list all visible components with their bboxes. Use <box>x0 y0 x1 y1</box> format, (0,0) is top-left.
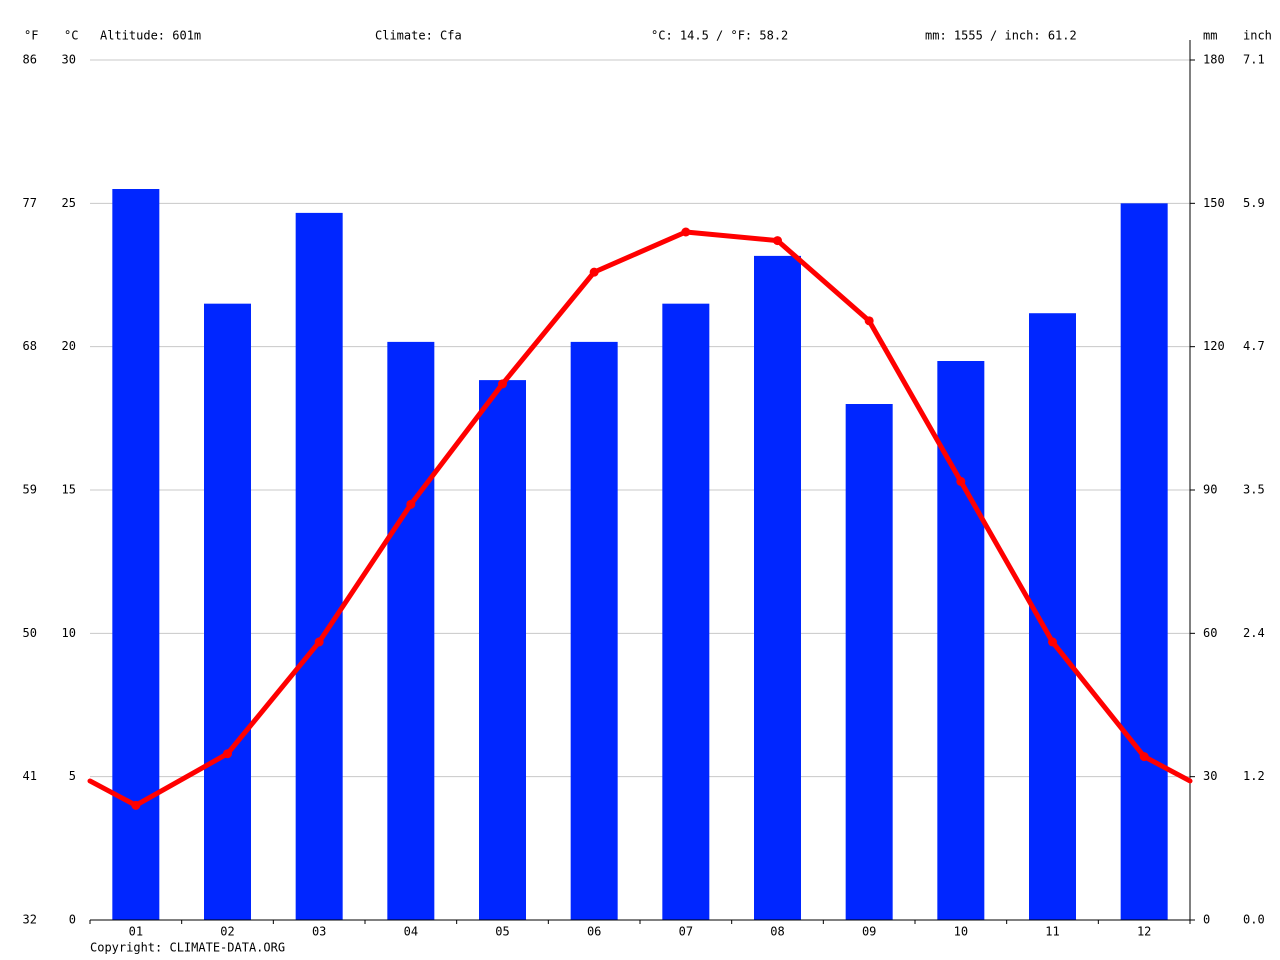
line-wrap <box>87 778 139 808</box>
temperature-point <box>864 316 874 326</box>
line-wrap <box>1141 754 1193 784</box>
bar <box>1120 203 1168 921</box>
y-tick-label: 20 <box>62 339 76 353</box>
y-tick-label: 25 <box>62 196 76 210</box>
temperature-point <box>956 476 966 486</box>
y2-tick-label: 0 <box>1203 913 1210 927</box>
precipitation-summary: mm: 1555 / inch: 61.2 <box>925 29 1077 43</box>
bar <box>845 404 893 920</box>
footer: Copyright: CLIMATE-DATA.ORG <box>90 941 285 955</box>
x-tick-label: 03 <box>312 925 326 939</box>
y2-tick-label: 120 <box>1203 339 1225 353</box>
y-tick-label-f: 41 <box>23 769 37 783</box>
y-tick-label-f: 32 <box>23 913 37 927</box>
temperature-point <box>1139 752 1149 762</box>
y2-tick-label-inch: 0.0 <box>1243 913 1265 927</box>
bar <box>662 303 710 921</box>
y-tick-label-f: 59 <box>23 483 37 497</box>
y-tick-label-f: 68 <box>23 339 37 353</box>
x-tick-label: 01 <box>129 925 143 939</box>
bar <box>112 189 160 920</box>
y2-tick-label-inch: 5.9 <box>1243 196 1265 210</box>
y-tick-label: 15 <box>62 483 76 497</box>
bar <box>204 303 251 921</box>
x-tick-label: 09 <box>862 925 876 939</box>
temperature-point <box>131 800 141 810</box>
y2-tick-label: 150 <box>1203 196 1225 210</box>
temperature-line <box>134 229 1147 808</box>
y2-tick-label-inch: 3.5 <box>1243 483 1265 497</box>
temperature-point <box>589 267 599 277</box>
temperature-point <box>406 499 416 509</box>
y2-tick-label: 60 <box>1203 626 1217 640</box>
y2-label: mm <box>1203 29 1217 43</box>
altitude: Altitude: 601m <box>100 29 201 43</box>
x-tick-label: 08 <box>770 925 784 939</box>
bar <box>937 361 985 920</box>
bar <box>570 341 618 920</box>
y-label-f: °F <box>24 29 38 43</box>
y-tick-label-f: 50 <box>23 626 37 640</box>
y-tick-label-f: 86 <box>23 53 37 67</box>
y2-tick-label-inch: 2.4 <box>1243 626 1265 640</box>
y2-label-inch: inch <box>1243 29 1272 43</box>
bar <box>295 212 343 920</box>
x-tick-label: 11 <box>1045 925 1059 939</box>
temperature-point <box>773 236 782 246</box>
y-tick-label: 5 <box>69 769 76 783</box>
y-tick-label-f: 77 <box>23 196 37 210</box>
y2-tick-label: 30 <box>1203 769 1217 783</box>
y2-tick-label-inch: 1.2 <box>1243 769 1265 783</box>
y2-tick-label: 180 <box>1203 53 1225 67</box>
y2-tick-label: 90 <box>1203 483 1217 497</box>
temperature-summary: °C: 14.5 / °F: 58.2 <box>651 29 788 43</box>
y2-tick-label-inch: 4.7 <box>1243 339 1265 353</box>
climate: Climate: Cfa <box>375 29 462 43</box>
y2-tick-label-inch: 7.1 <box>1243 53 1265 67</box>
x-tick-label: 07 <box>679 925 693 939</box>
temperature-point <box>1048 637 1057 647</box>
y-tick-label: 30 <box>62 53 76 67</box>
bar <box>754 255 801 920</box>
bar <box>479 380 526 921</box>
y-label: °C <box>64 29 78 43</box>
temperature-point <box>681 227 691 237</box>
x-tick-label: 05 <box>495 925 509 939</box>
bar <box>387 341 435 920</box>
temperature-point <box>223 749 232 759</box>
temperature-point <box>498 379 507 389</box>
x-tick-label: 04 <box>404 925 418 939</box>
y-tick-label: 0 <box>69 913 76 927</box>
x-tick-label: 10 <box>954 925 968 939</box>
temperature-point <box>314 637 324 647</box>
y-tick-label: 10 <box>62 626 76 640</box>
x-tick-label: 06 <box>587 925 601 939</box>
x-tick-label: 02 <box>220 925 234 939</box>
x-tick-label: 12 <box>1137 925 1151 939</box>
